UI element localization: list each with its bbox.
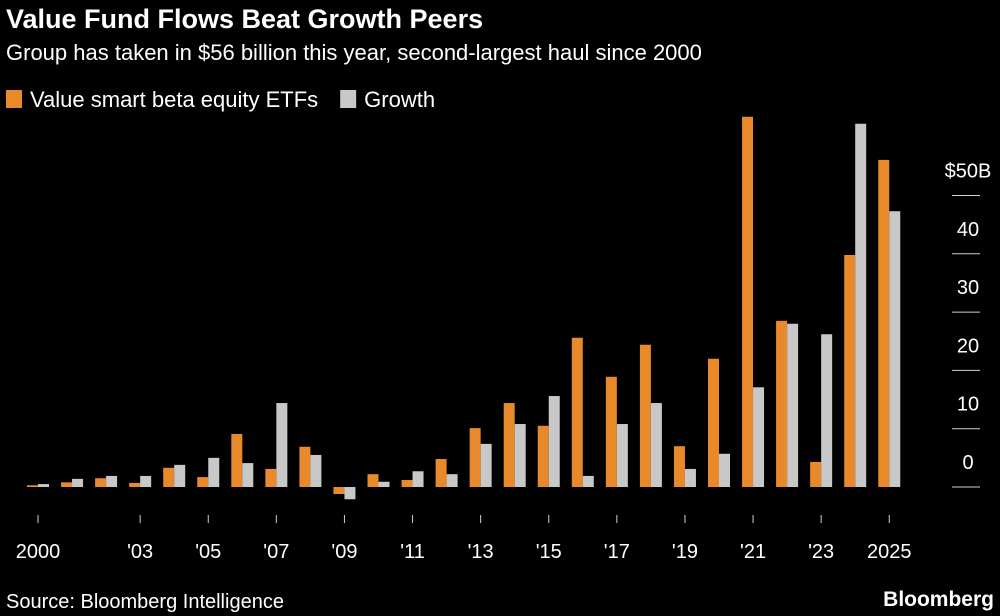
bar [616,424,628,488]
bar [310,454,322,488]
legend-swatch [6,90,22,108]
x-tick-label: '17 [604,541,630,563]
legend-label: Value smart beta equity ETFs [30,87,318,112]
bar [344,487,356,500]
y-tick-label: 10 [957,394,979,416]
bar [231,433,243,488]
legend-label: Growth [364,87,435,112]
bar [208,457,220,488]
bar [673,446,685,488]
bar [38,484,49,488]
bar [412,471,424,488]
bar [367,474,379,488]
bar [878,159,890,488]
bar [639,344,651,488]
bar [650,403,662,488]
bar [265,468,277,488]
bar [197,477,209,488]
x-tick-label: '15 [536,541,562,563]
bar [106,475,118,488]
bar [95,478,107,488]
bar [163,467,175,488]
x-tick-label: '13 [468,541,494,563]
y-tick-label: $50B [945,160,992,182]
bar [242,463,254,488]
source: Source: Bloomberg Intelligence [6,591,284,613]
legend-swatch [340,90,357,108]
x-tick-label: '09 [331,541,357,563]
brand: Bloomberg [883,588,994,611]
bar [605,376,617,488]
bar [61,482,73,488]
y-tick-label: 0 [962,452,973,474]
bar [719,453,730,488]
bar [889,211,901,488]
bar [708,358,719,488]
bar [537,425,549,488]
bar [810,461,822,488]
x-tick-label: '23 [808,541,834,563]
x-tick-label: 2000 [16,541,61,563]
x-tick-label: '11 [400,541,425,563]
y-tick-label: 20 [957,335,979,357]
bar [548,396,560,488]
bar [503,403,515,488]
bar [299,446,311,488]
bar [844,254,856,488]
bar [333,487,345,495]
x-tick-label: '21 [740,541,766,563]
x-tick-label: '03 [127,541,153,563]
bar [480,443,492,488]
bar [776,320,788,488]
bar [401,480,413,488]
y-tick-label: 40 [957,219,979,241]
x-tick-label: 2025 [867,541,912,563]
bar [787,323,799,488]
bar [27,485,38,488]
bar [821,334,833,488]
bar [129,482,141,488]
bar [174,464,186,488]
bar [571,337,583,488]
chart-title: Value Fund Flows Beat Growth Peers [6,4,483,34]
bar [514,424,526,488]
x-tick-label: '07 [263,541,289,563]
bar [72,478,84,488]
bar [276,403,288,488]
x-tick-label: '05 [195,541,221,563]
y-tick-label: 30 [957,277,979,299]
bar [684,468,696,488]
bar [582,475,594,488]
bar [140,475,152,488]
chart-subtitle: Group has taken in $56 billion this year… [6,40,702,65]
bar [378,481,390,488]
bar [742,116,754,488]
bar [469,428,481,488]
bar [855,123,867,488]
x-tick-label: '19 [672,541,698,563]
bar [753,387,765,488]
bar [446,474,458,488]
bar [435,459,447,488]
